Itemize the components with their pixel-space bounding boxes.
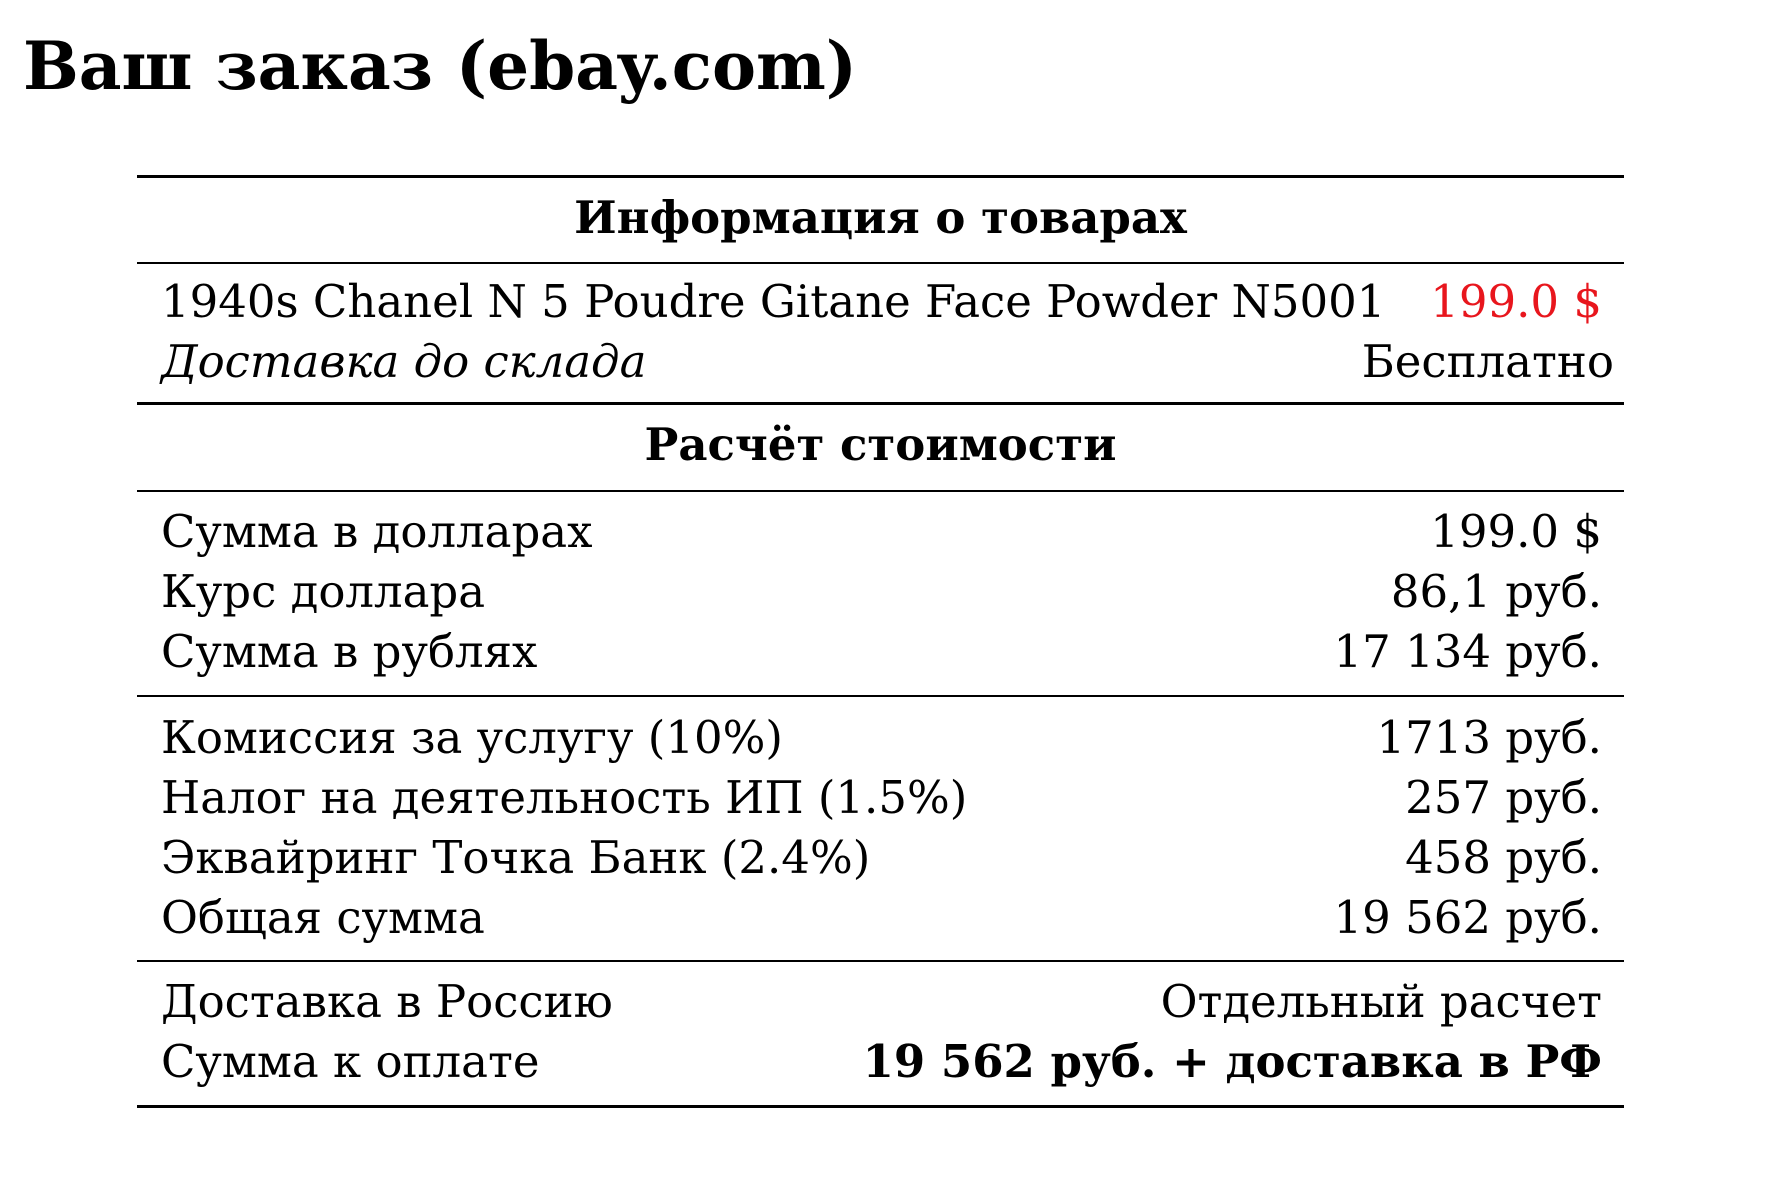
acquiring-value: 458 руб.: [1405, 831, 1602, 884]
russia-shipping-label: Доставка в Россию: [161, 975, 613, 1028]
table-row: Курс доллара 86,1 руб.: [137, 562, 1624, 622]
total-value: 19 562 руб.: [1333, 891, 1602, 944]
table-row: Эквайринг Точка Банк (2.4%) 458 руб.: [137, 828, 1624, 888]
total-label: Общая сумма: [161, 891, 485, 944]
warehouse-shipping-row: Доставка до склада Бесплатно: [137, 332, 1624, 392]
product-row: 1940s Chanel N 5 Poudre Gitane Face Powd…: [137, 272, 1624, 332]
table-row: Сумма к оплате 19 562 руб. + доставка в …: [137, 1032, 1624, 1092]
service-fee-value: 1713 руб.: [1376, 711, 1602, 764]
warehouse-shipping-value: Бесплатно: [1361, 335, 1614, 388]
exchange-rate-label: Курс доллара: [161, 565, 486, 618]
usd-sum-value: 199.0 $: [1430, 505, 1602, 558]
page-title: Ваш заказ (ebay.com): [23, 27, 858, 105]
amount-due-value: 19 562 руб. + доставка в РФ: [862, 1035, 1602, 1088]
conversion-bottom-rule: [137, 695, 1624, 697]
product-price: 199.0 $: [1430, 275, 1602, 328]
tax-label: Налог на деятельность ИП (1.5%): [161, 771, 968, 824]
russia-shipping-value: Отдельный расчет: [1160, 975, 1602, 1028]
table-bottom-rule: [137, 1105, 1624, 1108]
table-row: Сумма в рублях 17 134 руб.: [137, 622, 1624, 682]
warehouse-shipping-label: Доставка до склада: [161, 335, 647, 388]
service-fee-label: Комиссия за услугу (10%): [161, 711, 783, 764]
amount-due-label: Сумма к оплате: [161, 1035, 540, 1088]
table-row: Налог на деятельность ИП (1.5%) 257 руб.: [137, 768, 1624, 828]
table-row: Доставка в Россию Отдельный расчет: [137, 972, 1624, 1032]
rub-sum-label: Сумма в рублях: [161, 625, 538, 678]
cost-section-heading: Расчёт стоимости: [644, 418, 1117, 471]
table-row: Общая сумма 19 562 руб.: [137, 888, 1624, 948]
product-heading-rule: [137, 262, 1624, 264]
exchange-rate-value: 86,1 руб.: [1390, 565, 1602, 618]
table-row: Сумма в долларах 199.0 $: [137, 502, 1624, 562]
table-row: Комиссия за услугу (10%) 1713 руб.: [137, 708, 1624, 768]
usd-sum-label: Сумма в долларах: [161, 505, 593, 558]
product-section-heading: Информация о товарах: [574, 191, 1187, 244]
acquiring-label: Эквайринг Точка Банк (2.4%): [161, 831, 871, 884]
product-name: 1940s Chanel N 5 Poudre Gitane Face Powd…: [161, 275, 1386, 328]
cost-heading-rule: [137, 490, 1624, 492]
rub-sum-value: 17 134 руб.: [1333, 625, 1602, 678]
fees-bottom-rule: [137, 960, 1624, 962]
table-top-rule: [137, 175, 1624, 178]
tax-value: 257 руб.: [1405, 771, 1602, 824]
product-section-bottom-rule: [137, 402, 1624, 405]
